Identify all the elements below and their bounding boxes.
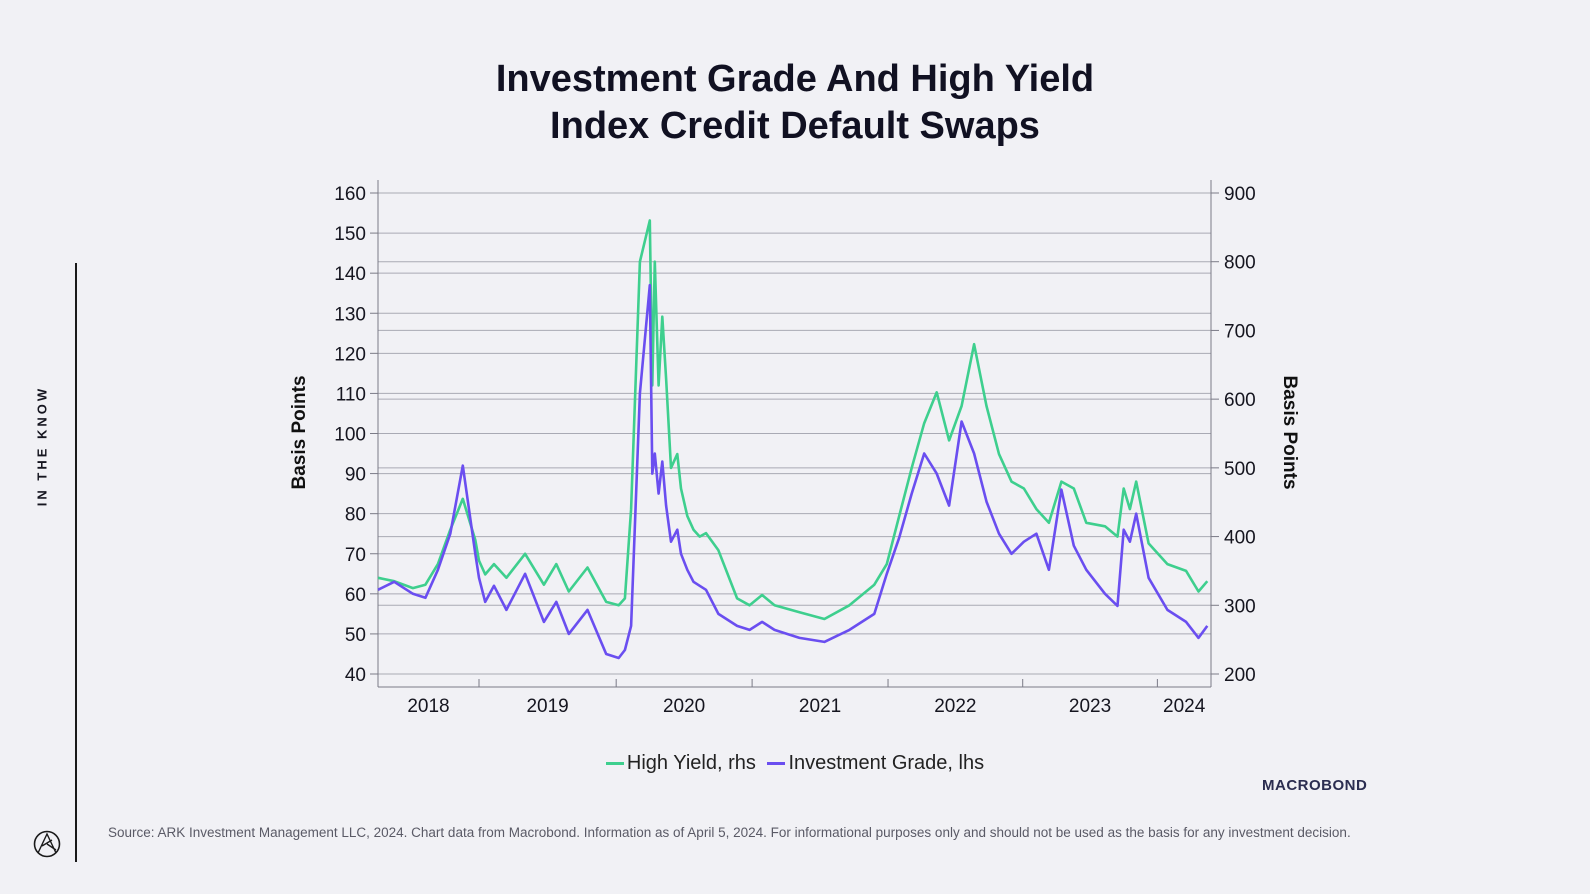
x-tick-label-2021: 2021: [799, 696, 841, 717]
x-tick-label-2024: 2024: [1163, 696, 1206, 717]
tick-label-right-900: 900: [1224, 184, 1256, 205]
tick-label-left-130: 130: [334, 304, 366, 325]
legend-item-investment-grade: Investment Grade, lhs: [761, 752, 984, 775]
tick-label-right-400: 400: [1224, 528, 1256, 549]
tick-label-right-300: 300: [1224, 596, 1256, 617]
tick-label-left-100: 100: [334, 425, 366, 446]
series-line-high-yield: [377, 219, 1209, 621]
x-tick-label-2019: 2019: [526, 696, 568, 717]
tick-label-left-70: 70: [345, 545, 366, 566]
legend-swatch-high-yield: [605, 762, 624, 765]
tick-label-left-110: 110: [336, 384, 366, 405]
tick-label-left-40: 40: [345, 665, 366, 686]
source-note: Source: ARK Investment Management LLC, 2…: [108, 825, 1351, 840]
series-line-investment-grade: [377, 283, 1209, 660]
tick-label-right-200: 200: [1224, 665, 1256, 686]
side-divider: [75, 263, 77, 862]
y-axis-title-left: Basis Points: [289, 375, 310, 489]
tick-label-right-500: 500: [1224, 459, 1256, 480]
tick-label-left-60: 60: [345, 585, 366, 606]
legend-label-investment-grade: Investment Grade, lhs: [788, 752, 985, 774]
tick-label-left-120: 120: [334, 344, 366, 365]
tick-label-left-150: 150: [334, 224, 366, 245]
tick-label-right-800: 800: [1224, 253, 1256, 274]
tick-label-left-90: 90: [345, 465, 366, 486]
tick-labels: 200 300 400 500 600 700 800 900 40 50 60 70 80 90 100 1…: [289, 184, 1300, 717]
tick-label-left-140: 140: [334, 264, 366, 285]
legend: High Yield, rhs Investment Grade, lhs: [0, 748, 1590, 775]
macrobond-logo: MACROBOND: [1262, 777, 1368, 794]
tick-label-right-600: 600: [1224, 390, 1256, 411]
x-tick-label-2023: 2023: [1069, 696, 1111, 717]
x-tick-label-2022: 2022: [934, 696, 976, 717]
chart-title-line-2: Index Credit Default Swaps: [550, 105, 1040, 147]
legend-swatch-investment-grade: [767, 762, 786, 765]
x-tick-label-2020: 2020: [663, 696, 705, 717]
x-tick-label-2018: 2018: [407, 696, 449, 717]
legend-item-high-yield: High Yield, rhs: [605, 752, 756, 775]
tick-label-left-50: 50: [345, 625, 366, 646]
tick-label-left-80: 80: [345, 505, 366, 526]
series-layer: [377, 219, 1209, 660]
chart-title-line-1: Investment Grade And High Yield: [495, 58, 1095, 100]
chart-title: Investment Grade And High Yield Index Cr…: [0, 56, 1590, 150]
ark-logo-icon: [33, 830, 61, 858]
y-axis-title-right: Basis Points: [1279, 375, 1300, 489]
tick-label-right-700: 700: [1224, 321, 1256, 342]
tick-label-left-160: 160: [334, 184, 366, 205]
legend-label-high-yield: High Yield, rhs: [626, 752, 756, 774]
axes: [370, 180, 1219, 688]
